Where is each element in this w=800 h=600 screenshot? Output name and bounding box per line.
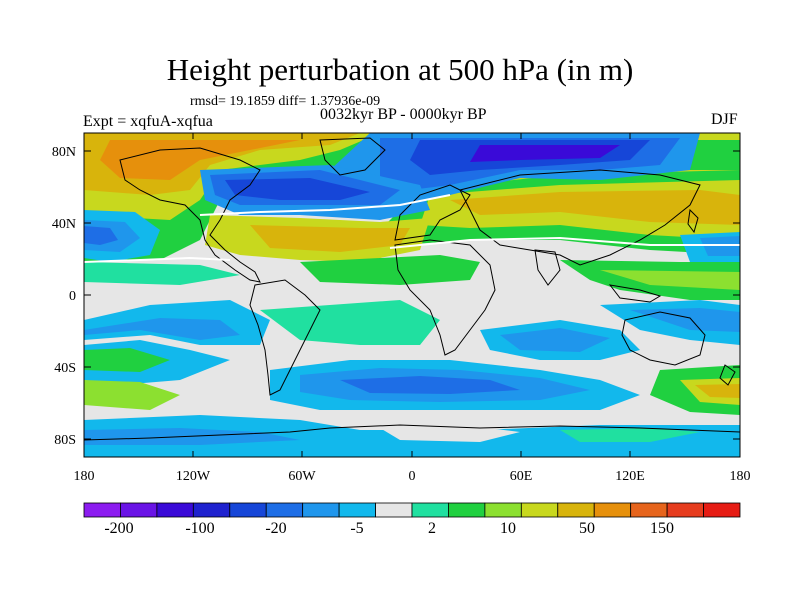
colorbar-box-0 xyxy=(83,502,121,518)
height-field xyxy=(84,133,740,457)
experiment-label: Expt = xqfuA-xqfua xyxy=(83,113,213,130)
colorbar-box-2 xyxy=(156,502,194,518)
lon-label-120e: 120E xyxy=(615,469,645,484)
longitude-axis xyxy=(83,133,741,457)
colorbar-box-1 xyxy=(120,502,158,518)
colorbar-label-2: 2 xyxy=(428,520,436,537)
colorbar-box-10 xyxy=(448,502,486,518)
lon-label-0: 0 xyxy=(409,469,416,484)
colorbar-box-8 xyxy=(375,502,413,518)
colorbar-box-9 xyxy=(411,502,449,518)
lat-label-80n: 80N xyxy=(52,145,76,160)
colorbar-label-minus-200: -200 xyxy=(104,520,133,537)
colorbar-box-15 xyxy=(630,502,668,518)
colorbar-box-4 xyxy=(229,502,267,518)
lon-label-60e: 60E xyxy=(510,469,533,484)
colorbar-box-11 xyxy=(484,502,522,518)
rmsd-diff-stats: rmsd= 19.1859 diff= 1.37936e-09 xyxy=(190,94,381,109)
colorbar-box-14 xyxy=(593,502,632,518)
lon-label-180w: 180 xyxy=(74,469,95,484)
colorbar-label-50: 50 xyxy=(579,520,595,537)
colorbar-box-3 xyxy=(192,502,231,518)
period-label: 0032kyr BP - 0000kyr BP xyxy=(320,106,487,123)
colorbar-box-13 xyxy=(557,502,595,518)
colorbar-label-minus-5: -5 xyxy=(350,520,363,537)
colorbar-label-150: 150 xyxy=(650,520,674,537)
coastlines xyxy=(84,137,740,441)
lon-label-120w: 120W xyxy=(176,469,211,484)
colorbar-label-minus-100: -100 xyxy=(185,520,214,537)
latitude-axis xyxy=(84,150,740,440)
colorbar-box-5 xyxy=(265,502,304,518)
colorbar-box-7 xyxy=(338,502,376,518)
colorbar xyxy=(83,502,741,518)
colorbar-box-12 xyxy=(520,502,559,518)
colorbar-box-17 xyxy=(703,502,741,518)
lat-label-equator: 0 xyxy=(69,289,76,304)
season-label: DJF xyxy=(711,111,738,128)
colorbar-box-6 xyxy=(302,502,340,518)
lat-label-40n: 40N xyxy=(52,217,76,232)
colorbar-label-minus-20: -20 xyxy=(265,520,286,537)
map-title: Height perturbation at 500 hPa (in m) xyxy=(166,52,634,87)
colorbar-label-10: 10 xyxy=(500,520,516,537)
lon-label-180e: 180 xyxy=(730,469,751,484)
lat-label-40s: 40S xyxy=(54,361,76,376)
zero-contours xyxy=(84,194,740,263)
lon-label-60w: 60W xyxy=(288,469,316,484)
colorbar-box-16 xyxy=(666,502,704,518)
lat-label-80s: 80S xyxy=(54,433,76,448)
